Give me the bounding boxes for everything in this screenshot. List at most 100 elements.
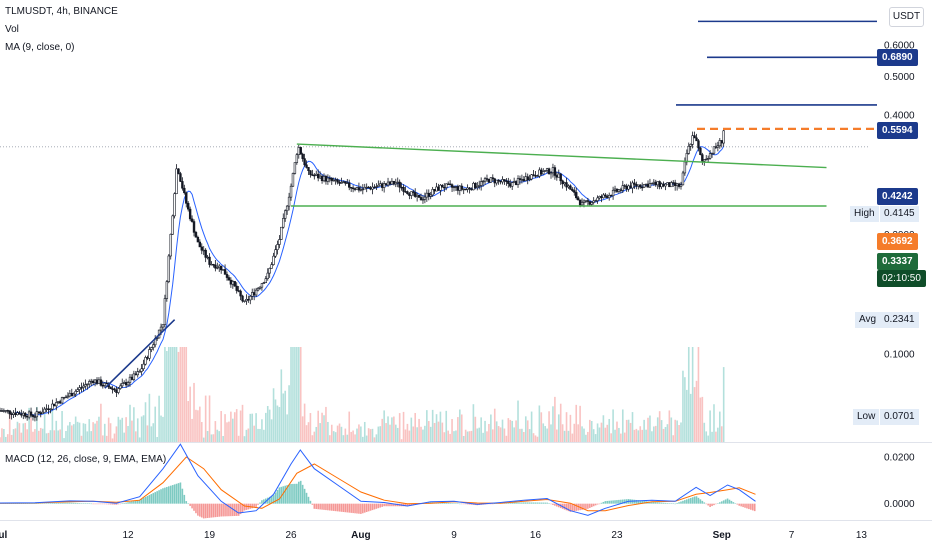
candle-body: [592, 200, 595, 203]
volume-bar: [623, 432, 626, 442]
macd-histogram-bar: [544, 502, 546, 504]
candle-body: [435, 186, 438, 192]
candle-body: [202, 249, 205, 252]
candle-body: [524, 176, 527, 181]
macd-histogram-bar: [278, 487, 281, 504]
candle-body: [582, 200, 586, 203]
candle-body: [598, 196, 601, 199]
candle-body: [538, 169, 541, 177]
candle-body: [45, 408, 48, 410]
candle-body: [266, 272, 269, 279]
macd-histogram-bar: [113, 503, 116, 505]
candle-body: [58, 401, 62, 404]
candle-body: [398, 181, 401, 188]
macd-histogram-bar: [367, 503, 370, 512]
volume-bar: [51, 405, 54, 442]
volume-bar: [100, 403, 102, 442]
macd-histogram-bar: [406, 503, 409, 507]
macd-histogram-bar: [408, 503, 411, 506]
macd-histogram-bar: [307, 496, 310, 504]
candle-body: [260, 283, 264, 288]
volume-bar: [453, 431, 455, 442]
candle-body: [588, 201, 592, 205]
volume-bar: [517, 400, 519, 442]
volume-bar: [249, 413, 252, 442]
volume-bar: [561, 424, 564, 442]
volume-bar: [668, 410, 671, 442]
candle-body: [437, 186, 440, 191]
macd-histogram-bar: [313, 503, 316, 509]
macd-histogram-bar: [519, 502, 521, 504]
macd-histogram-bar: [705, 503, 708, 505]
candle-body: [142, 363, 145, 370]
candle-body: [386, 181, 390, 186]
volume-bar: [88, 419, 91, 442]
candle-body: [37, 411, 41, 414]
candle-body: [307, 167, 310, 171]
macd-histogram-bar: [746, 503, 748, 509]
candle-body: [68, 392, 72, 397]
low-label: Low: [853, 409, 880, 425]
macd-histogram-bar: [526, 502, 529, 504]
volume-bar: [317, 410, 319, 442]
volume-bar: [676, 420, 678, 442]
volume-bar: [216, 429, 219, 442]
volume-bar: [133, 407, 135, 442]
macd-histogram-bar: [8, 503, 11, 504]
currency-button[interactable]: USDT: [889, 7, 924, 27]
volume-bar: [39, 427, 42, 442]
candle-body: [188, 208, 192, 220]
volume-bar: [127, 425, 129, 442]
macd-histogram-bar: [230, 503, 232, 517]
volume-bar: [288, 385, 290, 442]
candle-body: [526, 176, 529, 180]
macd-histogram-bar: [726, 498, 729, 504]
volume-bar: [604, 427, 607, 442]
volume-bar: [191, 418, 193, 442]
macd-histogram-bar: [589, 503, 591, 508]
macd-histogram-bar: [336, 503, 339, 512]
macd-histogram-bar: [257, 503, 259, 505]
candle-body: [235, 285, 238, 291]
macd-histogram-bar: [511, 502, 514, 504]
volume-bar: [220, 411, 222, 442]
candle-body: [493, 178, 496, 184]
candle-body: [419, 197, 423, 201]
early-trendline: [104, 319, 176, 389]
candle-body: [685, 153, 689, 163]
volume-bar: [441, 422, 444, 442]
candle-body: [571, 189, 574, 191]
macd-histogram-bar: [183, 494, 186, 504]
macd-histogram-bar: [135, 500, 137, 504]
volume-bar: [53, 430, 56, 442]
macd-histogram-bar: [255, 503, 257, 508]
macd-histogram-bar: [125, 502, 127, 504]
macd-line: [0, 443, 756, 516]
macd-histogram-bar: [80, 503, 83, 504]
candle-body: [672, 182, 675, 184]
volume-bar: [32, 431, 34, 442]
candle-body: [239, 290, 242, 297]
volume-bar: [0, 437, 1, 442]
candle-body: [543, 170, 547, 172]
candle-body: [460, 185, 463, 190]
candle-body: [621, 185, 624, 191]
candle-body: [642, 184, 646, 188]
macd-histogram-bar: [585, 503, 587, 510]
candle-body: [196, 236, 200, 243]
volume-bar: [592, 429, 595, 442]
volume-legend: Vol: [5, 24, 19, 35]
avg-label: Avg: [855, 312, 881, 328]
volume-bar: [429, 426, 432, 442]
macd-histogram-bar: [82, 503, 85, 504]
candle-body: [190, 218, 194, 222]
candle-body: [633, 182, 636, 185]
macd-histogram-bar: [22, 503, 25, 504]
volume-bar: [43, 413, 46, 442]
macd-histogram-bar: [556, 503, 558, 507]
volume-bar: [166, 351, 168, 442]
macd-histogram-bar: [272, 495, 275, 504]
macd-histogram-bar: [342, 503, 345, 513]
macd-histogram-bar: [587, 503, 589, 509]
